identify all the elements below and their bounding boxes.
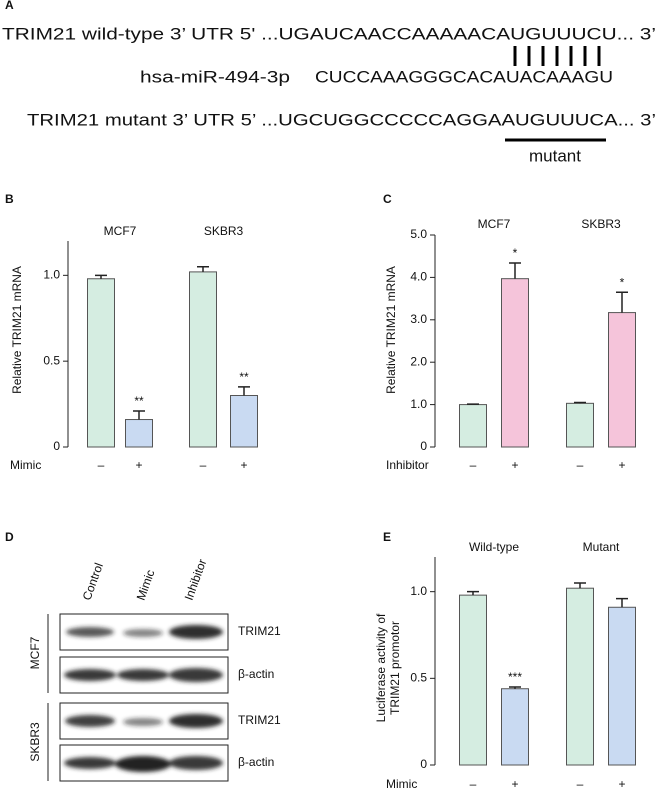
x-tick-label: – xyxy=(98,458,105,472)
error-bar xyxy=(574,401,586,404)
group-label: Mutant xyxy=(583,540,620,554)
bar xyxy=(230,395,258,448)
group-label: SKBR3 xyxy=(581,217,621,231)
error-bar xyxy=(467,590,479,596)
bar xyxy=(87,278,115,448)
panel-letter: C xyxy=(383,192,392,206)
panel-letter: B xyxy=(5,192,14,206)
bar xyxy=(501,278,529,448)
x-tick-label: + xyxy=(240,458,247,472)
group-label: SKBR3 xyxy=(204,224,244,238)
y-tick-label: 0 xyxy=(53,439,60,453)
column-label: Control xyxy=(80,561,106,602)
cell-line-label: SKBR3 xyxy=(28,722,42,762)
bar xyxy=(459,404,487,448)
mutant-sequence: TRIM21 mutant 3’ UTR 5’ ...UGCUGGCCCCCAG… xyxy=(27,110,656,129)
y-axis-label: Relative TRIM21 mRNA xyxy=(10,266,24,394)
group-label: MCF7 xyxy=(104,224,137,238)
error-bar xyxy=(238,386,250,396)
error-bar xyxy=(95,274,107,279)
panel-letter: E xyxy=(383,530,391,544)
wild-type-sequence: TRIM21 wild-type 3’ UTR 5' ...UGAUCAACCA… xyxy=(2,24,656,43)
mirna-name: hsa-miR-494-3p xyxy=(140,67,290,86)
x-tick-label: + xyxy=(618,777,625,791)
y-tick-label: 1.0 xyxy=(410,584,427,598)
error-bar xyxy=(133,410,145,420)
x-tick-label: – xyxy=(470,777,477,791)
bar xyxy=(608,606,636,766)
y-tick-label: 5.0 xyxy=(410,227,427,241)
y-tick-label: 0.5 xyxy=(43,353,60,367)
row-label: Mimic xyxy=(10,458,41,472)
bar xyxy=(608,312,636,448)
mutant-label: mutant xyxy=(529,146,581,165)
y-tick-label: 1.0 xyxy=(43,268,60,282)
x-tick-label: + xyxy=(511,458,518,472)
x-tick-label: – xyxy=(200,458,207,472)
y-tick-label: 2.0 xyxy=(410,354,427,368)
column-label: Inhibitor xyxy=(182,557,210,602)
error-bar xyxy=(509,686,521,689)
significance: *** xyxy=(508,670,522,684)
x-tick-label: – xyxy=(470,458,477,472)
bar xyxy=(189,271,217,448)
pairing-bars xyxy=(513,46,601,66)
row-label: β-actin xyxy=(238,667,274,681)
x-tick-label: + xyxy=(618,458,625,472)
panel-letter: A xyxy=(5,0,14,12)
y-axis-label: TRIM21 promotor xyxy=(388,621,402,715)
y-tick-label: 3.0 xyxy=(410,312,427,326)
panel-letter: D xyxy=(5,530,14,544)
mirna-sequence: CUCCAAAGGGCACAUACAAAGU xyxy=(315,67,613,86)
row-label: Mimic xyxy=(386,777,417,791)
group-label: MCF7 xyxy=(478,217,511,231)
x-tick-label: – xyxy=(577,458,584,472)
y-tick-label: 0 xyxy=(420,439,427,453)
bar xyxy=(566,587,594,766)
bar xyxy=(566,402,594,448)
bar xyxy=(125,419,153,448)
error-bar xyxy=(616,291,628,313)
bar xyxy=(501,688,529,766)
bar xyxy=(459,594,487,766)
y-tick-label: 1.0 xyxy=(410,397,427,411)
x-tick-label: – xyxy=(577,777,584,791)
error-bar xyxy=(574,582,586,589)
column-label: Mimic xyxy=(134,568,158,602)
error-bar xyxy=(509,262,521,279)
row-label: β-actin xyxy=(238,755,274,769)
x-tick-label: + xyxy=(135,458,142,472)
row-label: TRIM21 xyxy=(238,624,281,638)
x-tick-label: + xyxy=(511,777,518,791)
y-axis-label: Relative TRIM21 mRNA xyxy=(384,266,398,394)
y-tick-label: 4.0 xyxy=(410,270,427,284)
blot-bands xyxy=(64,625,223,772)
cell-line-label: MCF7 xyxy=(28,636,42,669)
y-tick-label: 0 xyxy=(420,757,427,771)
y-tick-label: 0.5 xyxy=(410,671,427,685)
significance: ** xyxy=(239,370,249,384)
significance: ** xyxy=(134,394,144,408)
group-label: Wild-type xyxy=(469,540,519,554)
error-bar xyxy=(197,266,209,272)
significance: * xyxy=(620,275,625,289)
error-bar xyxy=(616,597,628,608)
row-label: Inhibitor xyxy=(386,458,429,472)
significance: * xyxy=(513,246,518,260)
blot-frames xyxy=(47,613,229,782)
row-label: TRIM21 xyxy=(238,713,281,727)
y-axis-label: Luciferase activity of xyxy=(374,613,388,722)
